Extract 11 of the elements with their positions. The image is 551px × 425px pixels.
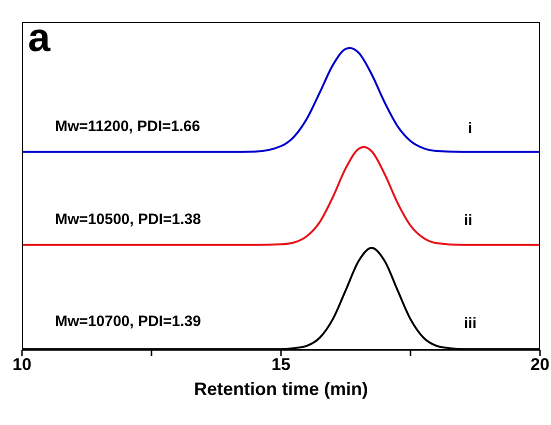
annotation: ii [464, 212, 472, 229]
x-tick-label: 10 [12, 355, 32, 374]
annotation: Mw=10700, PDI=1.39 [55, 313, 201, 330]
x-tick-label: 20 [530, 355, 550, 374]
annotation: Mw=11200, PDI=1.66 [55, 118, 200, 135]
annotation: iii [464, 315, 477, 332]
annotation: Mw=10500, PDI=1.38 [55, 211, 201, 228]
annotation: i [468, 120, 472, 137]
x-tick-label: 15 [272, 355, 290, 374]
x-axis-title: Retention time (min) [194, 379, 368, 399]
chart-title: a [28, 16, 50, 60]
